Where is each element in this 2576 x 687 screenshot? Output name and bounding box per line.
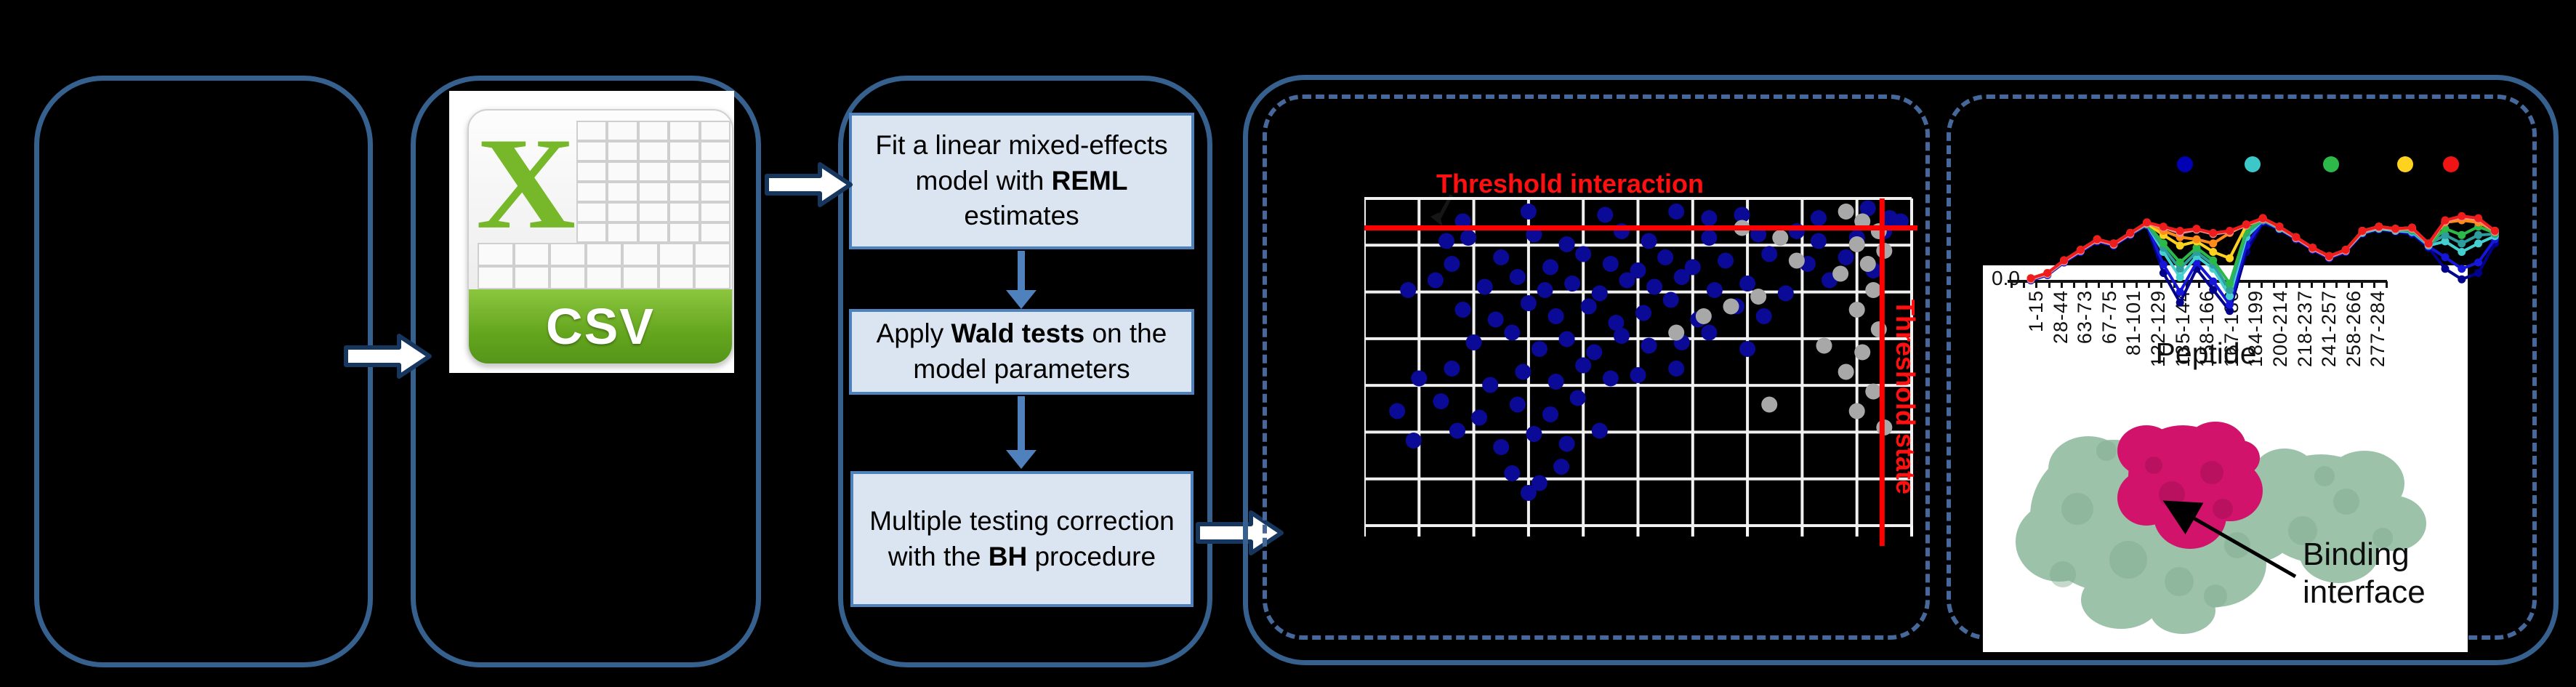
peptide-axis-image: 0.0 1-15 28-44 63-73 67-75 81-101 122-129 135-…	[1983, 265, 2468, 652]
panel-input	[34, 76, 373, 667]
panel-threshold-plot	[1263, 95, 1930, 640]
panel-csv	[411, 76, 761, 667]
x-axis-title: Peptide	[2155, 337, 2257, 370]
legend-dot-3	[2397, 156, 2413, 172]
flow-box-wald-text: Apply Wald tests on the model parameters	[876, 318, 1167, 384]
flow-box-reml: Fit a linear mixed-effects model with RE…	[849, 113, 1194, 249]
x-axis-line	[2008, 280, 2387, 283]
threshold-scatter-plot	[1364, 197, 1917, 546]
legend-dot-0	[2177, 156, 2193, 172]
y-axis-tick-zero: 0.0	[1992, 267, 2020, 289]
threshold-state-label: Threshold state	[1891, 300, 1920, 495]
legend-dot-2	[2323, 156, 2339, 172]
spreadsheet-grid-lower	[478, 243, 730, 289]
legend-dot-4	[2443, 156, 2459, 172]
arrow-csv-to-model	[765, 162, 853, 207]
uptake-line-chart	[2026, 212, 2499, 316]
protein-structure-image	[2016, 422, 2426, 634]
excel-x-letter: X	[476, 111, 576, 257]
arrow-input-to-csv	[344, 334, 432, 379]
binding-interface-caption: Binding interface	[2303, 537, 2426, 610]
down-arrow-1	[1006, 251, 1037, 309]
binding-arrow-icon	[2162, 500, 2297, 579]
flow-box-wald: Apply Wald tests on the model parameters	[849, 309, 1194, 395]
flow-box-bh-text: Multiple testing correction with the BH …	[869, 505, 1175, 571]
panel-results-container	[1243, 75, 2559, 665]
csv-file-image: X CSV	[449, 91, 734, 373]
csv-band: CSV	[469, 289, 732, 363]
flow-box-reml-text: Fit a linear mixed-effects model with RE…	[875, 129, 1168, 231]
threshold-interaction-label: Threshold interaction	[1436, 169, 1704, 198]
panel-statistics	[838, 76, 1212, 667]
flow-box-bh: Multiple testing correction with the BH …	[850, 471, 1194, 607]
legend-dot-1	[2245, 156, 2261, 172]
csv-label: CSV	[546, 298, 655, 355]
spreadsheet-grid	[576, 121, 730, 243]
down-arrow-2	[1006, 396, 1037, 469]
csv-file-icon: X CSV	[467, 109, 733, 365]
